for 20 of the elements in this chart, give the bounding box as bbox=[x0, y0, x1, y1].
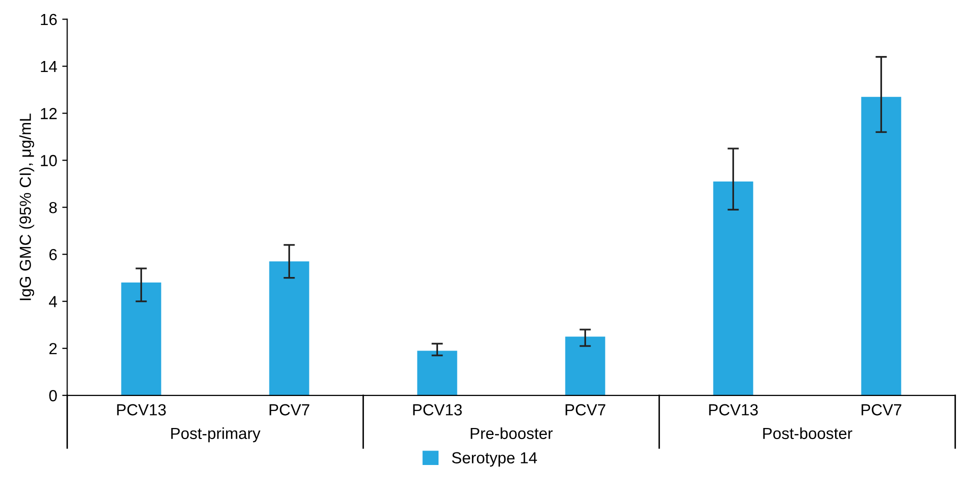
x-tick-label: PCV13 bbox=[709, 404, 758, 416]
text: Post-booster bbox=[763, 427, 852, 440]
text: Post-primary bbox=[171, 427, 260, 442]
y-tick-label: 14 bbox=[40, 61, 58, 72]
x-tick-label: PCV13 bbox=[413, 404, 462, 416]
y-tick-label: 10 bbox=[40, 154, 57, 166]
y-tick-label: 12 bbox=[40, 108, 57, 120]
y-tick-label: 4 bbox=[48, 296, 58, 308]
x-tick-label: PCV7 bbox=[270, 404, 310, 416]
x-tick-label: PCV13 bbox=[117, 404, 166, 416]
y-tick-label: 2 bbox=[49, 343, 57, 354]
y-tick-label: 8 bbox=[49, 202, 57, 214]
y-axis-title: IgG GMC (95% CI), μg/mL bbox=[19, 114, 34, 300]
y-tick-label: 0 bbox=[49, 390, 57, 402]
x-tick-label: PCV7 bbox=[566, 404, 606, 416]
legend-label: Serotype 14 bbox=[452, 452, 537, 467]
y-tick-label: 16 bbox=[40, 14, 57, 26]
y-tick-label: 6 bbox=[49, 248, 57, 260]
text: Pre-booster bbox=[470, 427, 553, 440]
x-tick-label: PCV7 bbox=[862, 404, 902, 416]
